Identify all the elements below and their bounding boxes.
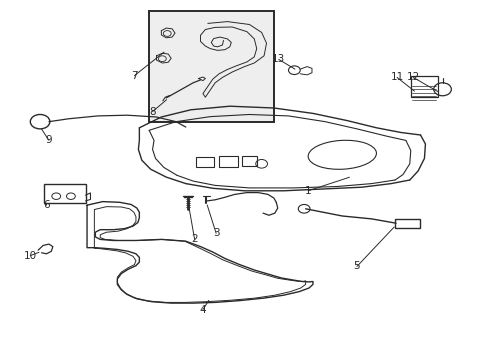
- Text: 3: 3: [212, 228, 219, 238]
- Text: 8: 8: [149, 107, 156, 117]
- Bar: [394, 219, 419, 228]
- Bar: [195, 157, 214, 167]
- Text: 11: 11: [389, 72, 403, 82]
- Text: 10: 10: [24, 251, 37, 261]
- Bar: [219, 156, 237, 167]
- Bar: [149, 11, 273, 122]
- Text: 6: 6: [43, 200, 50, 210]
- Text: 12: 12: [406, 72, 419, 82]
- Bar: [410, 76, 437, 97]
- Text: 5: 5: [353, 261, 360, 271]
- Text: 9: 9: [45, 135, 52, 145]
- Text: 4: 4: [199, 305, 206, 315]
- Text: 7: 7: [131, 71, 138, 81]
- Text: 2: 2: [191, 234, 198, 244]
- Bar: [242, 156, 256, 166]
- Text: 1: 1: [304, 186, 311, 196]
- Bar: [44, 184, 85, 203]
- Text: 13: 13: [271, 54, 285, 64]
